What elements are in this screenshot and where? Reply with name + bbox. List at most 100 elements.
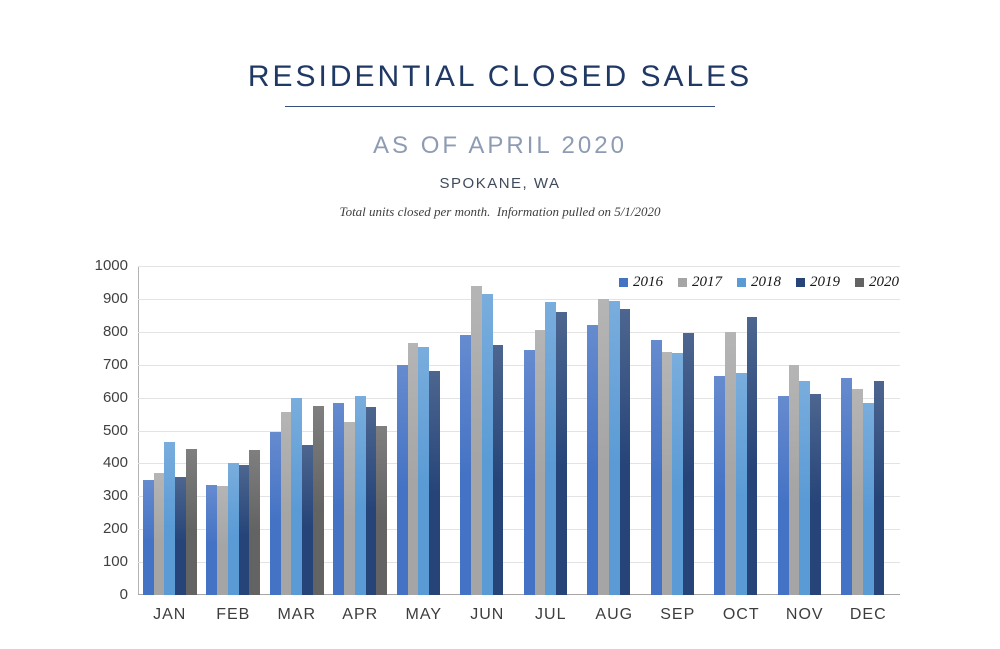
bar-group-oct xyxy=(710,266,774,595)
bar-2016-dec xyxy=(841,377,853,595)
bar-group-jun xyxy=(456,266,520,595)
x-label-jun: JUN xyxy=(470,606,505,623)
bar-slot xyxy=(238,266,250,595)
bar-slot xyxy=(291,266,303,595)
bar-slot xyxy=(153,266,165,595)
legend-swatch-icon xyxy=(737,278,746,287)
gridline-300 xyxy=(138,496,900,498)
bar-group-jan xyxy=(138,266,202,595)
bar-2019-aug xyxy=(619,308,631,595)
x-label-nov: NOV xyxy=(785,606,824,623)
bar-2017-mar xyxy=(280,412,292,595)
bar-slot xyxy=(608,266,620,595)
bar-2019-apr xyxy=(365,407,377,595)
gridline-1000 xyxy=(138,266,900,267)
legend-item-2018: 2018 xyxy=(737,274,781,291)
bar-slot xyxy=(175,266,186,595)
bar-slot xyxy=(396,266,408,595)
bar-2019-feb xyxy=(238,465,250,595)
bar-slot xyxy=(852,266,863,595)
bar-chart-plot-area: 2016 2017 2018 2019 2020 xyxy=(138,266,900,595)
bar-2016-may xyxy=(396,364,408,595)
bar-2017-jul xyxy=(534,330,546,595)
bar-slot xyxy=(440,266,451,595)
bar-2016-feb xyxy=(206,484,218,595)
bar-group-may xyxy=(392,266,456,595)
legend-item-2017: 2017 xyxy=(678,274,722,291)
location-label: SPOKANE, WA xyxy=(439,175,561,192)
bar-group-mar xyxy=(265,266,329,595)
bar-slot xyxy=(799,266,811,595)
bar-2017-sep xyxy=(661,351,673,595)
bar-slot xyxy=(418,266,430,595)
x-label-oct: OCT xyxy=(722,606,760,623)
x-label-sep: SEP xyxy=(660,606,696,623)
bar-slot xyxy=(556,266,567,595)
bar-slot xyxy=(503,266,514,595)
bar-group-aug xyxy=(583,266,647,595)
y-tick-label-200: 200 xyxy=(102,520,128,538)
bar-slot xyxy=(650,266,662,595)
gridline-100 xyxy=(138,562,900,564)
y-tick-label-800: 800 xyxy=(102,322,128,340)
bar-2019-may xyxy=(429,371,440,595)
bar-slot xyxy=(185,266,197,595)
page-subtitle: AS OF APRIL 2020 xyxy=(373,132,627,159)
bar-slot xyxy=(545,266,557,595)
gridline-200 xyxy=(138,529,900,531)
legend-label: 2016 xyxy=(633,274,663,290)
bar-2017-jan xyxy=(153,473,165,595)
gridline-400 xyxy=(138,463,900,465)
bar-slot xyxy=(344,266,355,595)
gridline-500 xyxy=(138,430,900,432)
bar-2018-jan xyxy=(164,442,176,595)
legend-swatch-icon xyxy=(678,278,687,287)
y-tick-label-900: 900 xyxy=(102,289,128,307)
bar-2017-apr xyxy=(344,422,355,595)
bar-slot xyxy=(777,266,789,595)
bar-slot xyxy=(714,266,726,595)
bar-2018-dec xyxy=(862,402,874,595)
bar-2019-oct xyxy=(746,317,758,595)
bar-2018-jun xyxy=(481,293,493,595)
bar-2018-aug xyxy=(608,300,620,595)
bar-2016-jan xyxy=(142,479,154,595)
bar-2017-may xyxy=(407,343,419,595)
bar-slot xyxy=(481,266,493,595)
bar-slot xyxy=(206,266,218,595)
bar-2017-jun xyxy=(471,285,482,595)
bar-2018-oct xyxy=(735,372,747,595)
legend-swatch-icon xyxy=(796,278,805,287)
bar-slot xyxy=(460,266,472,595)
bar-slot xyxy=(788,266,800,595)
legend-swatch-icon xyxy=(855,278,864,287)
bar-slot xyxy=(598,266,609,595)
bar-2020-mar xyxy=(312,405,324,595)
title-underline xyxy=(285,106,715,107)
bar-slot xyxy=(587,266,599,595)
y-tick-label-600: 600 xyxy=(102,388,128,406)
bar-2019-jun xyxy=(492,344,504,595)
legend-item-2019: 2019 xyxy=(796,274,840,291)
bar-slot xyxy=(841,266,853,595)
bar-2018-apr xyxy=(354,395,366,595)
x-label-feb: FEB xyxy=(216,606,251,623)
bar-slot xyxy=(269,266,281,595)
gridline-800 xyxy=(138,331,900,333)
bar-slot xyxy=(471,266,482,595)
y-tick-label-100: 100 xyxy=(102,553,128,571)
bar-2016-sep xyxy=(650,340,662,595)
source-note: Total units closed per month. Informatio… xyxy=(339,204,661,219)
bar-2016-jun xyxy=(460,335,472,595)
bar-slot xyxy=(534,266,546,595)
bar-slot xyxy=(365,266,377,595)
bar-slot xyxy=(567,266,578,595)
bar-2018-mar xyxy=(291,397,303,595)
bar-2016-apr xyxy=(333,402,345,595)
bar-2017-aug xyxy=(598,298,609,595)
bar-slot xyxy=(492,266,504,595)
legend-label: 2019 xyxy=(810,274,840,290)
chart-legend: 2016 2017 2018 2019 2020 xyxy=(619,274,899,291)
y-tick-label-700: 700 xyxy=(102,355,128,373)
legend-label: 2017 xyxy=(692,274,722,290)
